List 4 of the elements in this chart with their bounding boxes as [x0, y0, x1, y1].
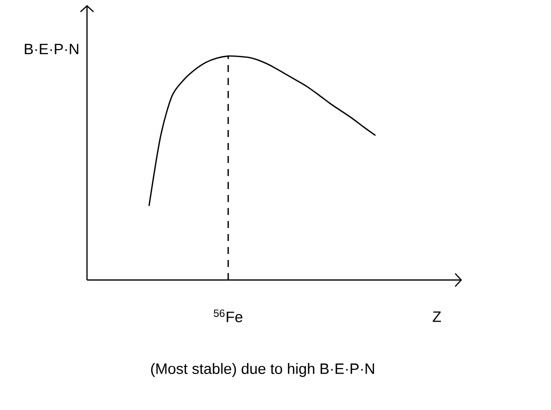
- x-axis-title: Z: [432, 312, 441, 322]
- text: (Most stable) due to high B·E·P·N: [151, 363, 374, 377]
- y-axis-title: B·E·P·N: [24, 44, 78, 54]
- text: $^{56}$Fe: [214, 310, 242, 322]
